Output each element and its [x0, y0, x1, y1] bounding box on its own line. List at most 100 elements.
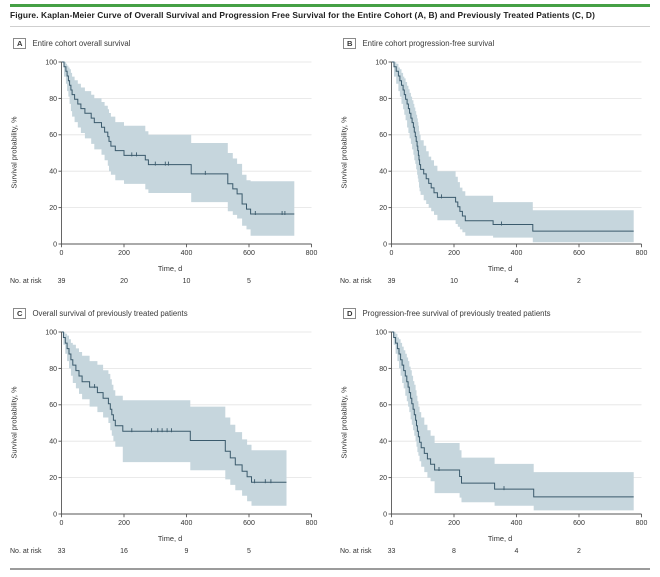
at-risk-count: 9 — [184, 548, 189, 555]
x-tick-label: 400 — [181, 250, 193, 257]
panel-a-letter: A — [13, 38, 27, 49]
panel-b: B Entire cohort progression-free surviva… — [330, 36, 660, 304]
y-tick-label: 20 — [49, 475, 57, 482]
x-axis-label: Time, d — [157, 534, 183, 543]
at-risk-row-d: No. at risk 33 8 4 2 — [330, 548, 660, 560]
y-axis-label: Survival probability, % — [339, 116, 349, 189]
at-risk-row-c: No. at risk 33 16 9 5 — [0, 548, 330, 560]
confidence-band — [391, 62, 634, 243]
x-tick-label: 800 — [636, 520, 648, 527]
panel-c-title: Overall survival of previously treated p… — [32, 309, 188, 318]
km-plot-b: 0 20 40 60 80 100 0 200 400 600 800 — [375, 59, 648, 257]
panel-c-letter: C — [13, 308, 27, 319]
at-risk-label: No. at risk — [10, 278, 42, 285]
survival-curve — [391, 61, 634, 232]
at-risk-count: 5 — [247, 278, 251, 285]
x-axis-label: Time, d — [487, 264, 513, 273]
y-tick-label: 60 — [379, 402, 387, 409]
at-risk-count: 10 — [182, 278, 191, 285]
survival-curve — [391, 331, 634, 498]
y-tick-label: 80 — [49, 96, 57, 103]
x-tick-label: 200 — [118, 520, 130, 527]
x-tick-label: 600 — [573, 250, 585, 257]
at-risk-label: No. at risk — [340, 278, 372, 285]
y-tick-label: 80 — [379, 96, 387, 103]
x-tick-label: 0 — [60, 250, 64, 257]
y-tick-label: 20 — [379, 475, 387, 482]
y-tick-label: 60 — [379, 132, 387, 139]
at-risk-row-b: No. at risk 39 10 4 2 — [330, 278, 660, 290]
at-risk-count: 4 — [514, 548, 519, 555]
y-axis-label: Survival probability, % — [339, 386, 349, 459]
panel-b-header: B Entire cohort progression-free surviva… — [343, 38, 494, 49]
at-risk-count: 16 — [120, 548, 128, 555]
x-tick-label: 400 — [511, 250, 523, 257]
km-plot-c: 0 20 40 60 80 100 0 200 400 600 800 — [45, 329, 317, 527]
y-tick-label: 40 — [379, 169, 387, 176]
y-tick-label: 100 — [375, 59, 387, 66]
y-tick-label: 80 — [379, 366, 387, 373]
y-tick-label: 100 — [375, 329, 387, 336]
at-risk-count: 39 — [57, 278, 66, 285]
y-tick-label: 0 — [53, 511, 57, 518]
y-tick-label: 80 — [49, 366, 57, 373]
at-risk-count: 20 — [120, 278, 128, 285]
x-tick-label: 600 — [243, 250, 255, 257]
y-tick-label: 0 — [383, 511, 387, 518]
at-risk-label: No. at risk — [340, 548, 372, 555]
x-tick-label: 400 — [181, 520, 193, 527]
panel-a-title: Entire cohort overall survival — [32, 39, 131, 48]
x-tick-label: 600 — [243, 520, 255, 527]
panel-a-header: A Entire cohort overall survival — [13, 38, 130, 49]
figure-title: Figure. Kaplan-Meier Curve of Overall Su… — [10, 10, 595, 20]
y-axis-label: Survival probability, % — [9, 386, 19, 459]
at-risk-count: 39 — [387, 278, 396, 285]
panel-d-letter: D — [343, 308, 357, 319]
panel-b-letter: B — [343, 38, 357, 49]
km-plot-d: 0 20 40 60 80 100 0 200 400 600 800 — [375, 329, 648, 527]
panel-c-header: C Overall survival of previously treated… — [13, 308, 188, 319]
x-tick-label: 0 — [390, 250, 394, 257]
survival-curve — [61, 331, 287, 483]
y-axis-label: Survival probability, % — [9, 116, 19, 189]
at-risk-count: 8 — [452, 548, 456, 555]
y-tick-label: 100 — [45, 329, 57, 336]
title-divider — [10, 26, 650, 27]
y-tick-label: 60 — [49, 132, 57, 139]
x-tick-label: 600 — [573, 520, 585, 527]
x-tick-label: 200 — [448, 250, 460, 257]
y-tick-label: 0 — [53, 241, 57, 248]
panel-a: A Entire cohort overall survival Surviva… — [0, 36, 330, 304]
at-risk-count: 5 — [247, 548, 251, 555]
x-tick-label: 0 — [60, 520, 64, 527]
at-risk-count: 10 — [450, 278, 458, 285]
y-tick-label: 40 — [49, 169, 57, 176]
x-axis-label: Time, d — [487, 534, 513, 543]
figure-bottom-divider — [10, 568, 650, 570]
y-tick-label: 100 — [45, 59, 57, 66]
km-plot-a: 0 20 40 60 80 100 0 200 400 600 800 — [45, 59, 318, 257]
panel-d: D Progression-free survival of previousl… — [330, 306, 660, 574]
panel-b-title: Entire cohort progression-free survival — [362, 39, 495, 48]
panel-d-header: D Progression-free survival of previousl… — [343, 308, 551, 319]
x-tick-label: 200 — [448, 520, 460, 527]
x-tick-label: 800 — [306, 250, 318, 257]
y-tick-label: 20 — [49, 205, 57, 212]
y-tick-label: 20 — [379, 205, 387, 212]
at-risk-count: 33 — [387, 548, 396, 555]
y-tick-label: 60 — [49, 402, 57, 409]
y-tick-label: 0 — [383, 241, 387, 248]
y-tick-label: 40 — [379, 439, 387, 446]
x-tick-label: 400 — [511, 520, 523, 527]
x-tick-label: 800 — [636, 250, 648, 257]
at-risk-count: 4 — [514, 278, 519, 285]
at-risk-row-a: No. at risk 39 20 10 5 — [0, 278, 330, 290]
survival-curve — [61, 61, 295, 215]
at-risk-count: 2 — [577, 278, 581, 285]
panel-c: C Overall survival of previously treated… — [0, 306, 330, 574]
x-tick-label: 0 — [390, 520, 394, 527]
x-axis-label: Time, d — [157, 264, 183, 273]
y-tick-label: 40 — [49, 439, 57, 446]
figure-accent-bar — [10, 4, 650, 7]
